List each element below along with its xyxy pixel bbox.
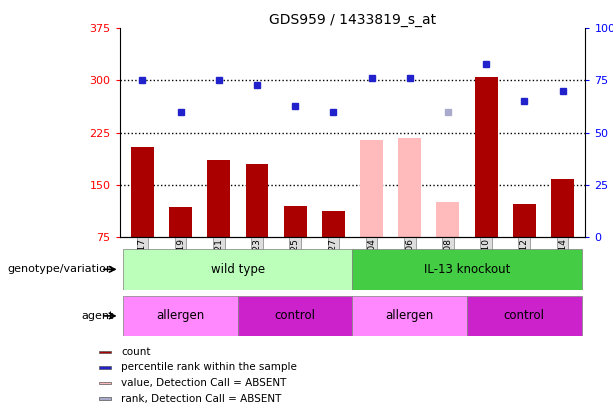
- Text: value, Detection Call = ABSENT: value, Detection Call = ABSENT: [121, 378, 286, 388]
- Bar: [99, 351, 112, 353]
- Bar: [123, 249, 352, 290]
- Text: GSM21423: GSM21423: [253, 238, 262, 287]
- Bar: [474, 77, 498, 237]
- Text: allergen: allergen: [156, 309, 205, 322]
- Text: GSM21408: GSM21408: [443, 238, 452, 287]
- Bar: [99, 366, 112, 369]
- Bar: [551, 179, 574, 237]
- Text: GSM21419: GSM21419: [176, 238, 185, 287]
- Bar: [207, 160, 230, 237]
- Text: GSM21412: GSM21412: [520, 238, 529, 287]
- Bar: [99, 397, 112, 400]
- Bar: [123, 296, 238, 336]
- Bar: [398, 138, 421, 237]
- Text: rank, Detection Call = ABSENT: rank, Detection Call = ABSENT: [121, 394, 281, 403]
- Bar: [246, 164, 268, 237]
- Text: GSM21414: GSM21414: [558, 238, 567, 287]
- Text: GSM21410: GSM21410: [482, 238, 490, 287]
- Bar: [436, 202, 459, 237]
- Text: control: control: [504, 309, 545, 322]
- Text: genotype/variation: genotype/variation: [7, 264, 113, 274]
- Bar: [322, 211, 345, 237]
- Text: agent: agent: [81, 311, 113, 321]
- Text: control: control: [275, 309, 316, 322]
- Text: allergen: allergen: [386, 309, 434, 322]
- Text: GSM21406: GSM21406: [405, 238, 414, 287]
- Bar: [513, 204, 536, 237]
- Text: GSM21427: GSM21427: [329, 238, 338, 287]
- Bar: [99, 382, 112, 384]
- Text: GSM21417: GSM21417: [138, 238, 147, 287]
- Bar: [467, 296, 582, 336]
- Bar: [238, 296, 352, 336]
- Text: IL-13 knockout: IL-13 knockout: [424, 263, 510, 276]
- Bar: [284, 206, 306, 237]
- Text: GSM21404: GSM21404: [367, 238, 376, 287]
- Title: GDS959 / 1433819_s_at: GDS959 / 1433819_s_at: [269, 13, 436, 27]
- Text: wild type: wild type: [211, 263, 265, 276]
- Text: GSM21425: GSM21425: [291, 238, 300, 287]
- Text: GSM21421: GSM21421: [215, 238, 223, 287]
- Bar: [352, 296, 467, 336]
- Bar: [131, 147, 154, 237]
- Text: percentile rank within the sample: percentile rank within the sample: [121, 362, 297, 373]
- Bar: [360, 140, 383, 237]
- Bar: [352, 249, 582, 290]
- Bar: [169, 207, 192, 237]
- Text: count: count: [121, 347, 151, 357]
